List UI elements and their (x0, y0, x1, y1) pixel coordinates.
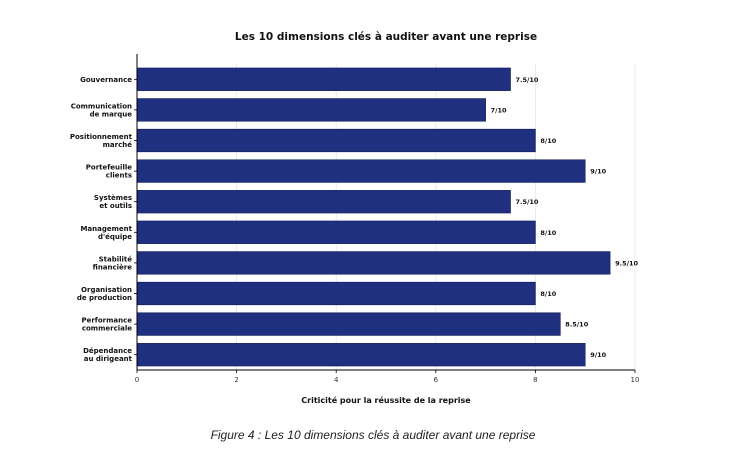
bar-chart: Les 10 dimensions clés à auditer avant u… (70, 31, 640, 405)
category-label: Dépendance (83, 347, 132, 355)
data-label: 7.5/10 (516, 198, 539, 206)
x-ticks: 0 2 4 6 8 10 (135, 370, 640, 384)
data-label: 9/10 (590, 168, 606, 176)
bar (136, 312, 561, 336)
data-label: 8/10 (540, 137, 556, 145)
x-tick-label: 10 (631, 376, 640, 384)
category-label: de marque (90, 110, 133, 118)
bar (136, 220, 536, 244)
category-label: Portefeuille (86, 164, 132, 172)
category-label: Positionnement (70, 133, 133, 141)
bar (136, 159, 586, 183)
category-label: commerciale (82, 325, 132, 333)
x-tick-label: 0 (135, 376, 139, 384)
data-label: 9.5/10 (615, 259, 638, 267)
category-label: Performance (81, 317, 132, 325)
bar (136, 128, 536, 153)
category-label: de production (77, 294, 132, 302)
category-label: Systèmes (94, 194, 132, 202)
data-label: 8/10 (540, 229, 556, 237)
category-label: d'équipe (98, 233, 132, 241)
category-label: clients (106, 172, 132, 180)
bar (136, 67, 511, 91)
data-label: 7.5/10 (516, 76, 539, 84)
data-label: 8/10 (540, 290, 556, 298)
category-label: marché (103, 141, 133, 149)
bars (136, 67, 611, 367)
chart-title: Les 10 dimensions clés à auditer avant u… (235, 31, 537, 43)
data-label: 7/10 (491, 106, 507, 114)
bar (136, 343, 586, 367)
bar (136, 190, 511, 214)
data-label: 9/10 (590, 351, 606, 359)
x-axis-label: Criticité pour la réussite de la reprise (301, 395, 471, 405)
x-tick-label: 8 (533, 376, 537, 384)
category-label: Stabilité (99, 255, 133, 263)
bar (136, 251, 611, 275)
x-tick-label: 6 (434, 376, 439, 384)
bar (136, 98, 486, 122)
figure-caption: Figure 4 : Les 10 dimensions clés à audi… (210, 428, 536, 442)
x-tick-label: 2 (234, 376, 238, 384)
category-label: financière (93, 263, 133, 271)
category-label: Organisation (81, 286, 132, 294)
data-labels: 7.5/10 7/10 8/10 9/10 7.5/10 8/10 9.5/10 8/10 8.… (491, 76, 639, 359)
data-label: 8.5/10 (565, 321, 588, 329)
category-label: Communication (71, 102, 132, 110)
category-label: et outils (99, 202, 132, 210)
category-label: Gouvernance (80, 76, 132, 84)
x-tick-label: 4 (334, 376, 339, 384)
category-label: Management (80, 225, 132, 233)
bar (136, 281, 536, 306)
category-label: au dirigeant (84, 355, 133, 363)
